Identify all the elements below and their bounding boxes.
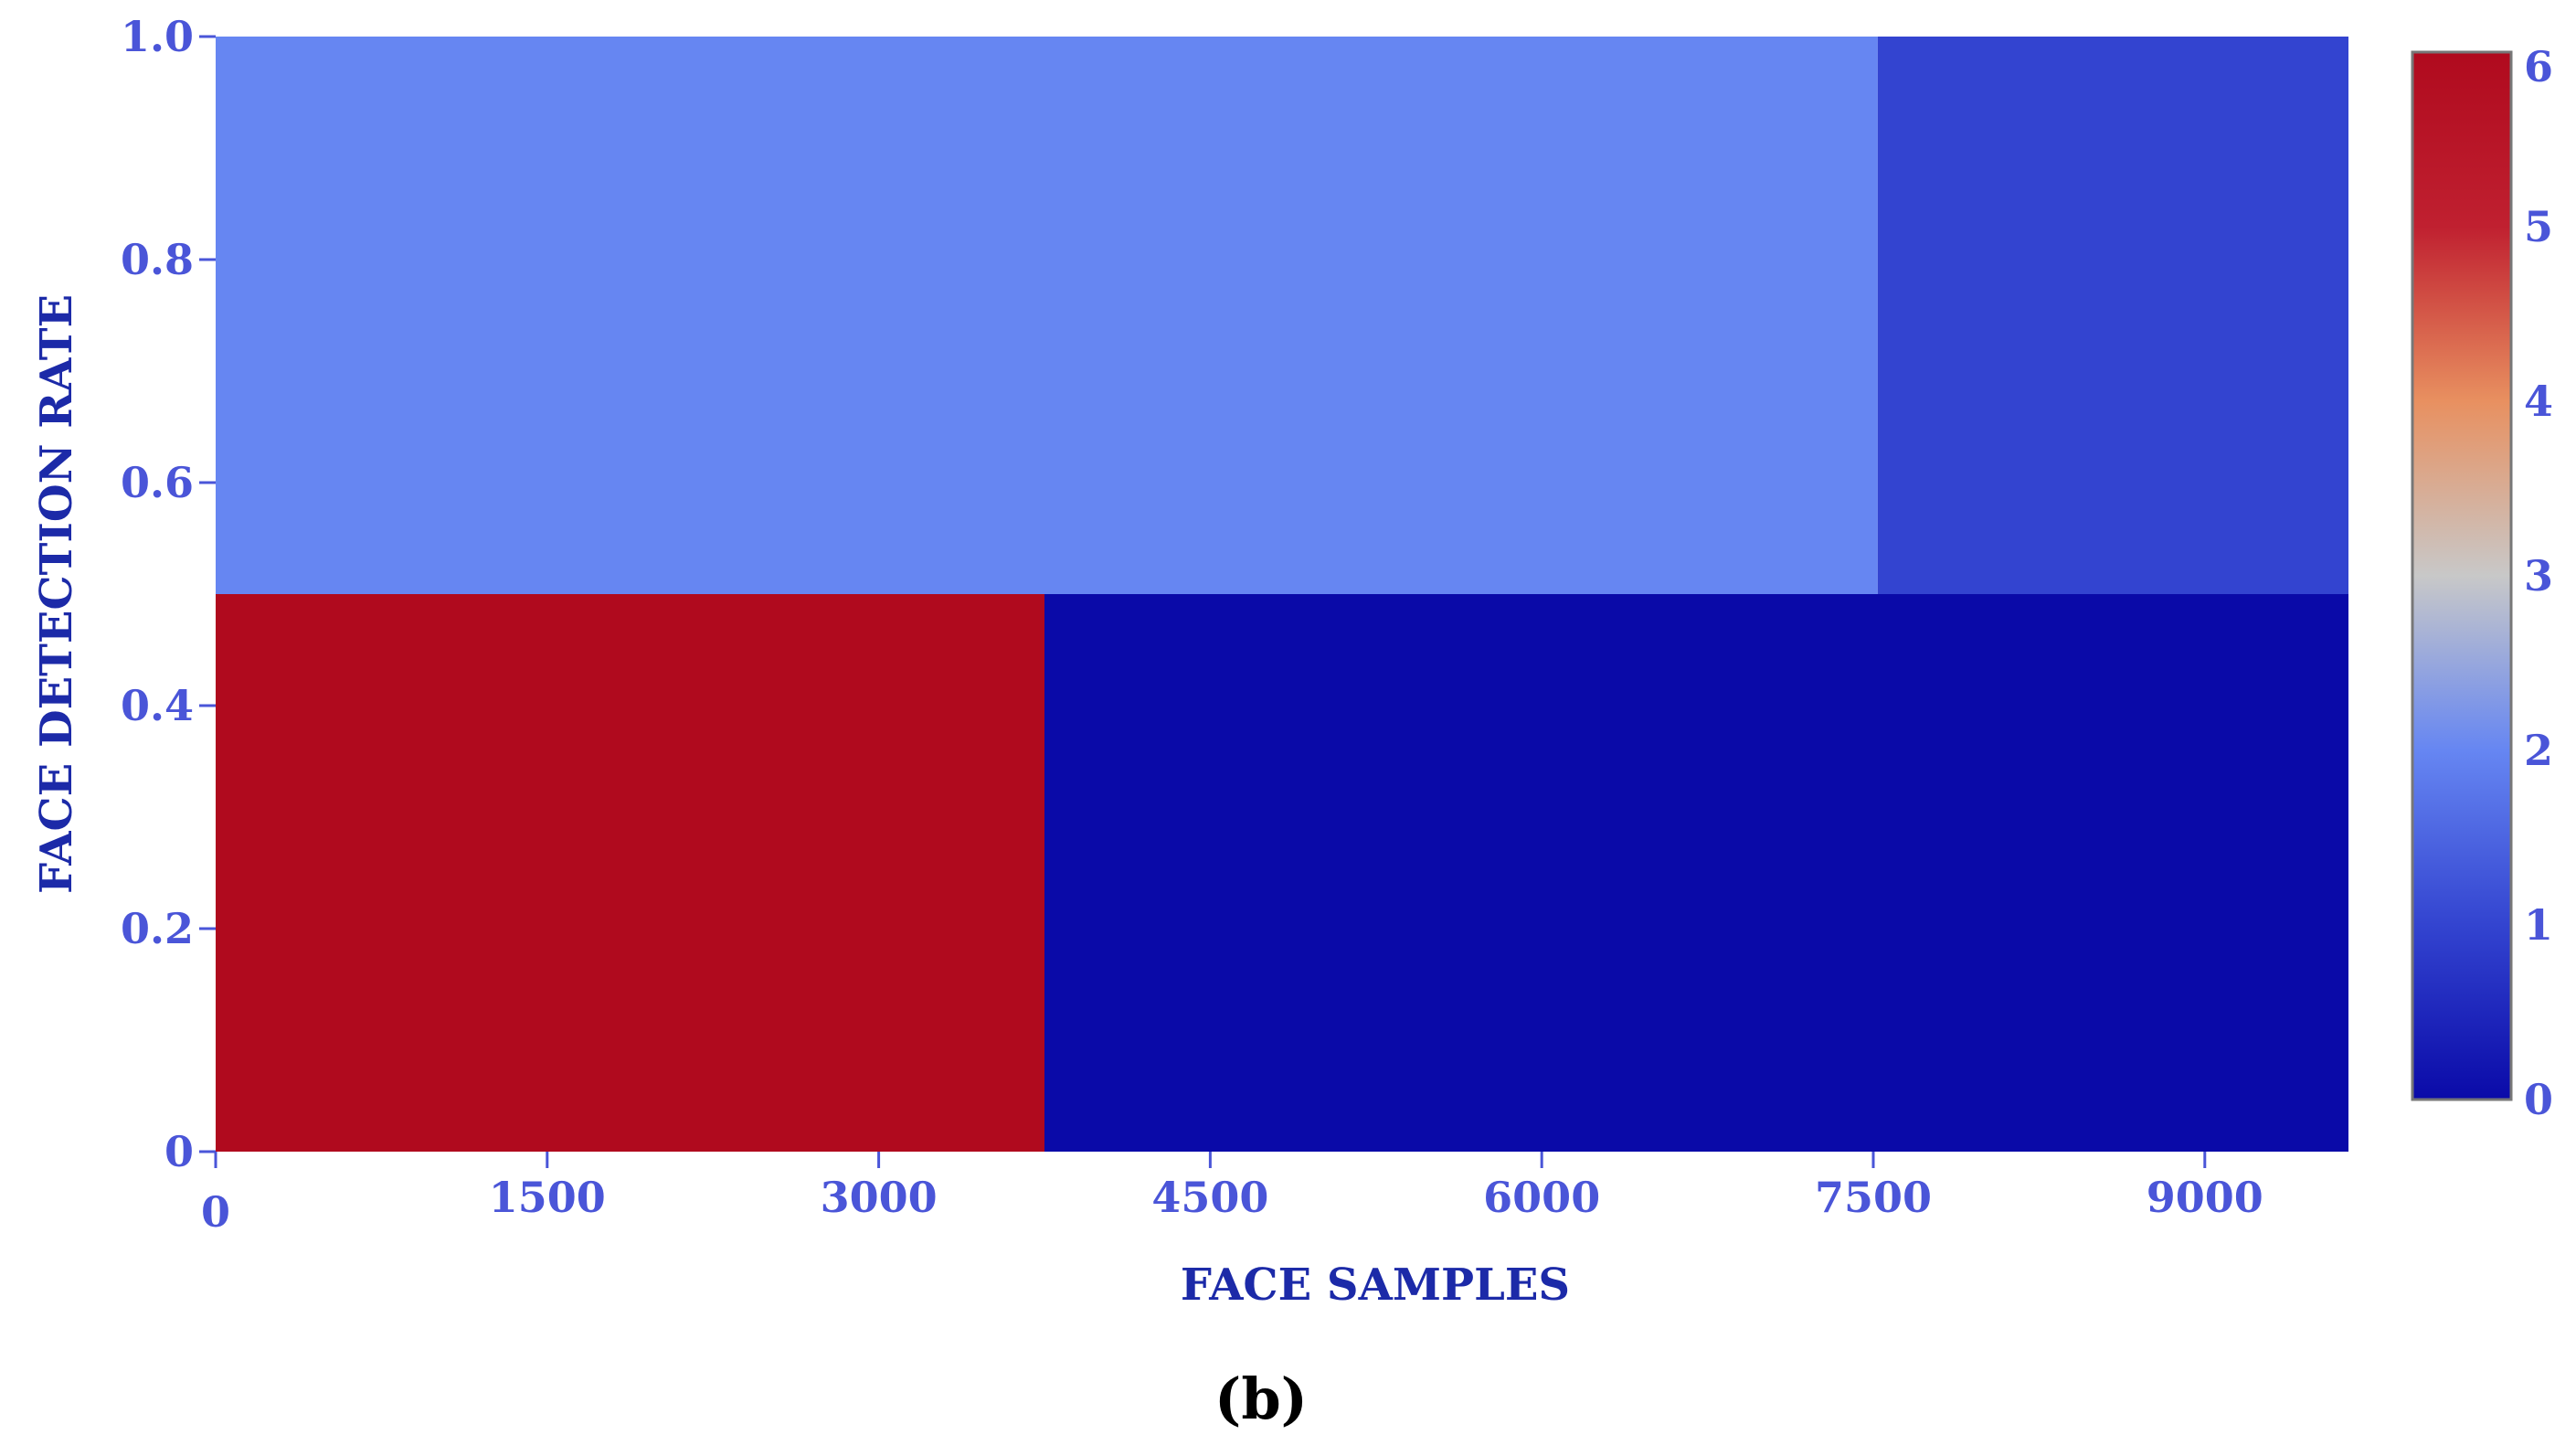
colorbar-tick-label: 1	[2524, 900, 2553, 950]
x-tick-label: 6000	[1483, 1173, 1600, 1222]
y-tick-label: 0.8	[121, 235, 194, 284]
y-tick-label: 1.0	[121, 12, 194, 61]
heatmap-cell	[1044, 594, 2348, 1152]
x-tick-label: 9000	[2147, 1173, 2263, 1222]
colorbar-tick-label: 5	[2524, 202, 2553, 251]
figure-caption: (b)	[1214, 1366, 1308, 1432]
colorbar	[2411, 50, 2513, 1101]
heatmap-cell	[216, 37, 1878, 594]
heatmap-cell	[216, 594, 1044, 1152]
y-tick-label: 0	[164, 1127, 194, 1176]
heatmap-cells	[216, 37, 2348, 1152]
colorbar-tick-label: 6	[2524, 42, 2553, 91]
x-axis-ticks: 0 1500 3000 4500 6000 7500 9000	[201, 1152, 2263, 1237]
y-tick-label: 0.4	[121, 681, 194, 730]
colorbar-tick-label: 3	[2524, 551, 2553, 600]
colorbar-tick-label: 4	[2524, 377, 2553, 426]
colorbar-tick-label: 0	[2524, 1075, 2553, 1124]
y-tick-label: 0.2	[121, 904, 194, 953]
colorbar-tick-label: 2	[2524, 726, 2553, 775]
x-tick-label: 7500	[1815, 1173, 1932, 1222]
heatmap-cell	[1877, 37, 2348, 594]
x-tick-label: 1500	[489, 1173, 606, 1222]
y-axis-title: FACE DETECTION RATE	[31, 294, 82, 894]
y-tick-label: 0.6	[121, 458, 194, 507]
x-tick-label: 0	[201, 1187, 230, 1237]
y-axis-ticks: 0 0.2 0.4 0.6 0.8 1.0	[121, 12, 216, 1176]
x-tick-label: 3000	[821, 1173, 938, 1222]
x-axis-title: FACE SAMPLES	[1181, 1259, 1570, 1311]
colorbar-rect	[2411, 50, 2513, 1101]
colorbar-ticks: 0 1 2 3 4 5 6	[2524, 42, 2553, 1124]
x-tick-label: 4500	[1151, 1173, 1268, 1222]
